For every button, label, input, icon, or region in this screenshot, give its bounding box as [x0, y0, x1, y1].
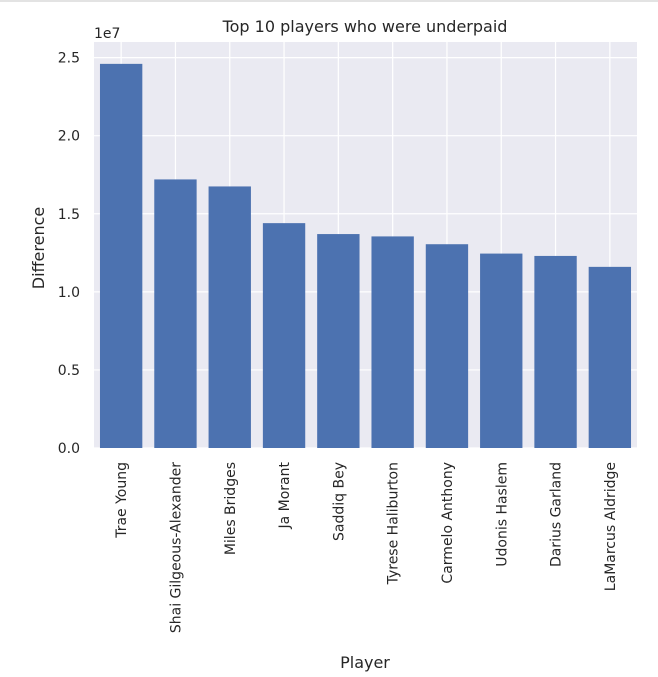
y-tick-label: 2.5	[58, 51, 80, 67]
bar	[480, 253, 523, 448]
bar	[208, 186, 251, 448]
y-tick-label: 0.5	[58, 363, 80, 379]
x-tick-label: Ja Morant	[277, 461, 293, 529]
chart-title: Top 10 players who were underpaid	[222, 17, 508, 36]
y-tick-label: 1.0	[58, 285, 80, 301]
bar	[99, 63, 143, 448]
x-tick-label: Trae Young	[114, 462, 130, 539]
bar	[262, 223, 306, 448]
x-axis-label: Player	[340, 653, 390, 672]
bar	[371, 236, 414, 448]
x-tick-label: Darius Garland	[549, 462, 565, 567]
y-axis-offset-label: 1e7	[94, 26, 120, 42]
x-tick-label: Carmelo Anthony	[440, 462, 456, 584]
x-tick-labels: Trae Young Shai Gilgeous-Alexander Miles B…	[114, 461, 619, 633]
x-tick-label: Shai Gilgeous-Alexander	[168, 462, 184, 633]
x-tick-label: Saddiq Bey	[331, 462, 347, 541]
x-tick-label: LaMarcus Aldridge	[603, 462, 619, 591]
bar	[588, 266, 632, 448]
y-tick-labels: 0.0 0.5 1.0 1.5 2.0 2.5	[58, 51, 80, 457]
bar	[425, 244, 469, 448]
x-tick-label: Tyrese Haliburton	[386, 462, 402, 585]
y-axis-label: Difference	[29, 207, 48, 289]
bar	[534, 255, 577, 448]
bars	[99, 63, 632, 448]
bar	[317, 234, 360, 448]
x-tick-label: Udonis Haslem	[494, 462, 510, 567]
x-tick-label: Miles Bridges	[223, 462, 239, 555]
bar	[154, 179, 197, 448]
top-border	[0, 0, 658, 2]
y-tick-label: 1.5	[58, 207, 80, 223]
y-tick-label: 0.0	[58, 441, 80, 457]
y-tick-label: 2.0	[58, 129, 80, 145]
